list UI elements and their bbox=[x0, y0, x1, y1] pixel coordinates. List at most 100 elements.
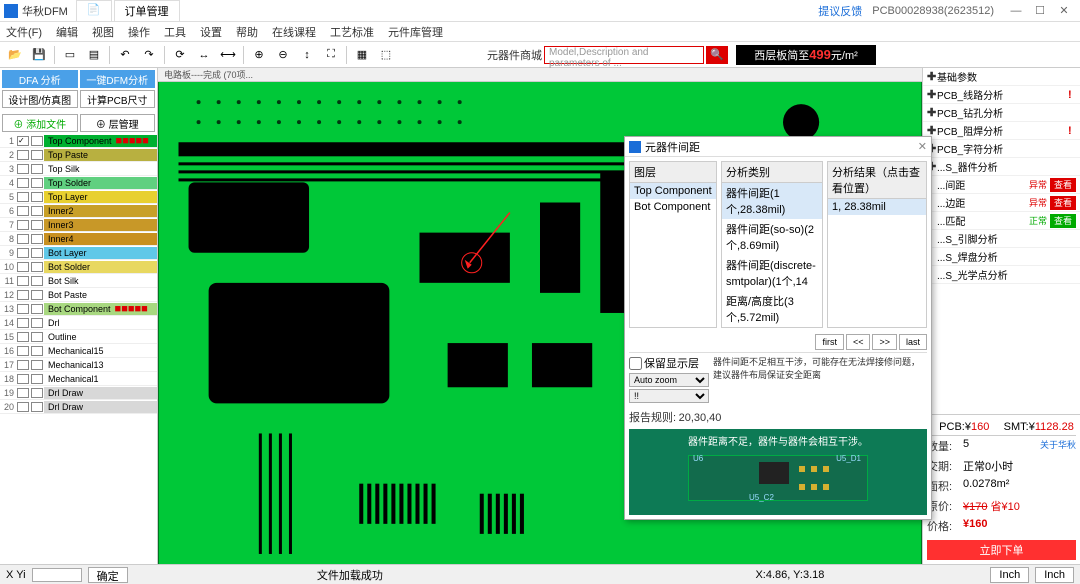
pcbsize-button[interactable]: 计算PCB尺寸 bbox=[80, 90, 156, 108]
about-link[interactable]: 关于华秋 bbox=[1040, 438, 1076, 454]
close-button[interactable]: ✕ bbox=[1052, 3, 1076, 19]
unit1-button[interactable]: Inch bbox=[990, 567, 1029, 583]
layer-row[interactable]: 6Inner2 bbox=[0, 204, 157, 218]
layer-row[interactable]: 20Drl Draw bbox=[0, 400, 157, 414]
measure-icon[interactable]: ↔ bbox=[193, 45, 215, 65]
vruler-icon[interactable]: ↕ bbox=[296, 45, 318, 65]
mark-select[interactable]: !! bbox=[629, 389, 709, 403]
menu-edit[interactable]: 编辑 bbox=[56, 24, 78, 40]
analysis-item[interactable]: ...S_引脚分析 bbox=[923, 230, 1080, 248]
layer-row[interactable]: 4Top Solder bbox=[0, 176, 157, 190]
save-icon[interactable]: 💾 bbox=[28, 45, 50, 65]
nav-first[interactable]: first bbox=[815, 334, 844, 350]
layer-row[interactable]: 8Inner4 bbox=[0, 232, 157, 246]
layer-row[interactable]: 14Drl bbox=[0, 316, 157, 330]
layer-row[interactable]: 7Inner3 bbox=[0, 218, 157, 232]
analysis-item[interactable]: ...S_焊盘分析 bbox=[923, 248, 1080, 266]
app-icon bbox=[4, 4, 18, 18]
analysis-list: ✚基础参数✚PCB_线路分析!✚PCB_钻孔分析✚PCB_阻焊分析!✚PCB_字… bbox=[923, 68, 1080, 414]
layer-mgr-button[interactable]: ⊕ 层管理 bbox=[80, 114, 156, 132]
undo-icon[interactable]: ↶ bbox=[114, 45, 136, 65]
analysis-item[interactable]: ...匹配正常查看 bbox=[923, 212, 1080, 230]
layer-row[interactable]: 2Top Paste bbox=[0, 148, 157, 162]
layer-row[interactable]: 18Mechanical1 bbox=[0, 372, 157, 386]
layer-row[interactable]: 17Mechanical13 bbox=[0, 358, 157, 372]
maximize-button[interactable]: ☐ bbox=[1028, 3, 1052, 19]
canvas-tab[interactable]: 电路板----完成 (70项... bbox=[158, 68, 922, 82]
layer-row[interactable]: 15Outline bbox=[0, 330, 157, 344]
menu-tool[interactable]: 工具 bbox=[164, 24, 186, 40]
titlebar: 华秋DFM 📄 订单管理 提议反馈 PCB00028938(2623512) —… bbox=[0, 0, 1080, 22]
quote-panel: PCB:¥160 SMT:¥1128.28 数量:5关于华秋 交期:正常0小时 … bbox=[923, 414, 1080, 564]
keep-layer-checkbox[interactable]: 保留显示层 bbox=[629, 355, 709, 371]
promo-banner[interactable]: 西层板简至499元/m² bbox=[736, 45, 876, 65]
statusbar: X Yi 确定 文件加载成功 X:4.86, Y:3.18 Inch Inch bbox=[0, 564, 1080, 584]
xy-input[interactable] bbox=[32, 568, 82, 582]
search-button[interactable]: 🔍 bbox=[706, 46, 728, 64]
menu-file[interactable]: 文件(F) bbox=[6, 24, 42, 40]
menu-view[interactable]: 视图 bbox=[92, 24, 114, 40]
menu-course[interactable]: 在线课程 bbox=[272, 24, 316, 40]
analysis-item[interactable]: ✚PCB_字符分析 bbox=[923, 140, 1080, 158]
refresh-icon[interactable]: ⟳ bbox=[169, 45, 191, 65]
nav-prev[interactable]: << bbox=[846, 334, 871, 350]
nav-next[interactable]: >> bbox=[872, 334, 897, 350]
quote-tab-smt[interactable]: SMT:¥1128.28 bbox=[1002, 419, 1077, 435]
search-input[interactable]: Model,Description and parameters of ... bbox=[544, 46, 704, 64]
menu-std[interactable]: 工艺标准 bbox=[330, 24, 374, 40]
analysis-item[interactable]: ...边距异常查看 bbox=[923, 194, 1080, 212]
analysis-item[interactable]: ...S_光学点分析 bbox=[923, 266, 1080, 284]
select-icon[interactable]: ▭ bbox=[59, 45, 81, 65]
order-button[interactable]: 立即下单 bbox=[927, 540, 1076, 560]
zoom-select[interactable]: Auto zoom bbox=[629, 373, 709, 387]
layer-row[interactable]: 11Bot Silk bbox=[0, 274, 157, 288]
analysis-item[interactable]: ✚PCB_阻焊分析! bbox=[923, 122, 1080, 140]
onekey-dfm-button[interactable]: 一键DFM分析 bbox=[80, 70, 156, 88]
layers-icon[interactable]: ▤ bbox=[83, 45, 105, 65]
open-icon[interactable]: 📂 bbox=[4, 45, 26, 65]
tool-icon[interactable]: ⬚ bbox=[375, 45, 397, 65]
add-file-button[interactable]: ⊕ 添加文件 bbox=[2, 114, 78, 132]
analysis-item[interactable]: ✚PCB_钻孔分析 bbox=[923, 104, 1080, 122]
menu-op[interactable]: 操作 bbox=[128, 24, 150, 40]
redo-icon[interactable]: ↷ bbox=[138, 45, 160, 65]
fit-icon[interactable]: ⛶ bbox=[320, 45, 342, 65]
search-label: 元器件商城 bbox=[487, 47, 542, 63]
unit2-button[interactable]: Inch bbox=[1035, 567, 1074, 583]
grid-icon[interactable]: ▦ bbox=[351, 45, 373, 65]
layer-row[interactable]: 13Bot Component■■■■■ bbox=[0, 302, 157, 316]
sim-button[interactable]: 设计图/仿真图 bbox=[2, 90, 78, 108]
hmeasure-icon[interactable]: ⟷ bbox=[217, 45, 239, 65]
zoomin-icon[interactable]: ⊕ bbox=[248, 45, 270, 65]
menu-help[interactable]: 帮助 bbox=[236, 24, 258, 40]
layer-row[interactable]: 12Bot Paste bbox=[0, 288, 157, 302]
layer-row[interactable]: 10Bot Solder bbox=[0, 260, 157, 274]
xy-ok-button[interactable]: 确定 bbox=[88, 567, 128, 583]
titlebar-tab-1[interactable]: 📄 bbox=[76, 0, 112, 21]
analysis-item[interactable]: ✚...S_器件分析 bbox=[923, 158, 1080, 176]
layer-row[interactable]: 16Mechanical15 bbox=[0, 344, 157, 358]
menu-lib[interactable]: 元件库管理 bbox=[388, 24, 443, 40]
right-panel: ✚基础参数✚PCB_线路分析!✚PCB_钻孔分析✚PCB_阻焊分析!✚PCB_字… bbox=[922, 68, 1080, 564]
toolbar: 📂 💾 ▭ ▤ ↶ ↷ ⟳ ↔ ⟷ ⊕ ⊖ ↕ ⛶ ▦ ⬚ 元器件商城 Mode… bbox=[0, 42, 1080, 68]
layer-row[interactable]: 19Drl Draw bbox=[0, 386, 157, 400]
zoomout-icon[interactable]: ⊖ bbox=[272, 45, 294, 65]
quote-tab-pcb[interactable]: PCB:¥160 bbox=[927, 419, 1002, 435]
popup-note: 器件间距不足相互干涉，可能存在无法焊接修问题，建议器件布局保证安全距离 bbox=[713, 355, 927, 381]
xy-label: X Yi bbox=[6, 569, 26, 581]
titlebar-tab-2[interactable]: 订单管理 bbox=[114, 0, 180, 21]
analysis-item[interactable]: ✚PCB_线路分析! bbox=[923, 86, 1080, 104]
menu-set[interactable]: 设置 bbox=[200, 24, 222, 40]
layer-row[interactable]: 9Bot Layer bbox=[0, 246, 157, 260]
popup-close-icon[interactable]: ✕ bbox=[918, 140, 927, 153]
layer-row[interactable]: 5Top Layer bbox=[0, 190, 157, 204]
layer-row[interactable]: 1Top Component■■■■■ bbox=[0, 134, 157, 148]
nav-last[interactable]: last bbox=[899, 334, 927, 350]
feedback-link[interactable]: 提议反馈 bbox=[818, 3, 862, 19]
minimize-button[interactable]: — bbox=[1004, 3, 1028, 19]
analysis-item[interactable]: ✚基础参数 bbox=[923, 68, 1080, 86]
popup-preview: 器件距离不足，器件与器件会相互干涉。 U6 U5_D1 U5_C2 bbox=[629, 429, 927, 515]
dfa-button[interactable]: DFA 分析 bbox=[2, 70, 78, 88]
analysis-item[interactable]: ...间距异常查看 bbox=[923, 176, 1080, 194]
layer-row[interactable]: 3Top Silk bbox=[0, 162, 157, 176]
